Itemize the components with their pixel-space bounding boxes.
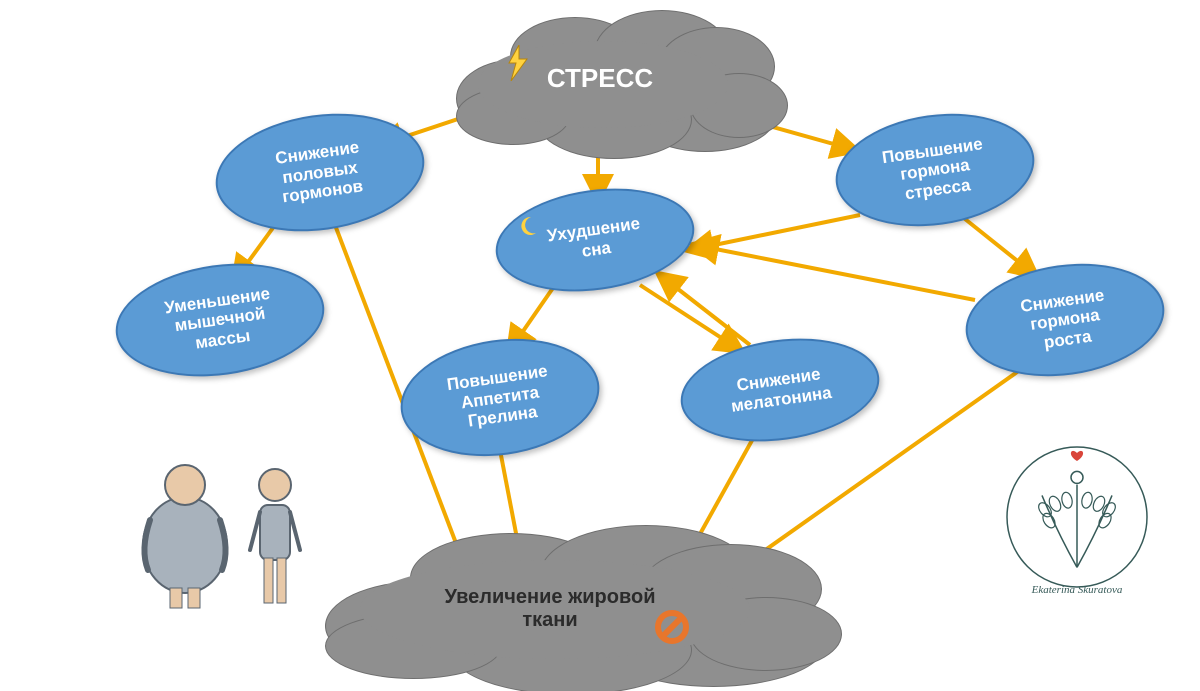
node-stresshorm: Повышение гормона стресса: [828, 102, 1041, 239]
lightning-icon: [505, 45, 531, 81]
forbidden-icon: [655, 610, 689, 644]
edge-melatonin-sleep: [660, 275, 750, 345]
node-stress: СТРЕСС: [440, 10, 760, 150]
node-label: СТРЕСС: [440, 63, 760, 94]
node-growth: Снижение гормона роста: [958, 252, 1171, 389]
node-fat: Увеличение жировой ткани: [300, 525, 800, 685]
people-illustration: [130, 450, 330, 610]
node-sexhorm: Снижение половых гормонов: [208, 101, 432, 244]
node-label: Увеличение жировой ткани: [300, 586, 800, 632]
node-muscle: Уменьшение мышечной массы: [108, 251, 331, 389]
node-sleep: Ухудшение сна: [489, 177, 701, 304]
edge-sleep-melatonin: [640, 285, 740, 350]
author-logo: Ekaterina Skuratova: [1005, 445, 1149, 609]
edge-growth-sleep: [695, 245, 975, 300]
moon-icon: [516, 215, 538, 237]
edge-stresshorm-growth: [960, 215, 1035, 275]
edge-stresshorm-sleep: [690, 215, 860, 250]
diagram-stage: СТРЕСС Снижение половых гормонов Повышение…: [0, 0, 1200, 691]
node-melatonin: Снижение мелатонина: [674, 327, 886, 454]
node-appetite: Повышение Аппетита Грелина: [393, 327, 607, 469]
